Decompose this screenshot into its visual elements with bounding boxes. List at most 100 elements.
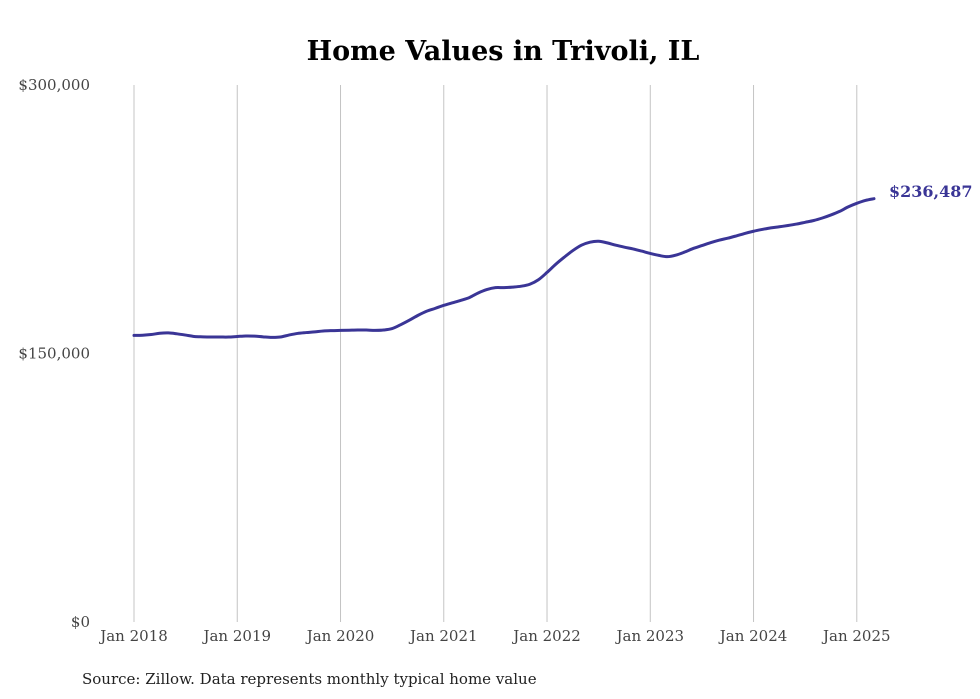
data-point bbox=[545, 270, 549, 274]
data-point bbox=[356, 328, 360, 332]
data-point bbox=[829, 213, 833, 217]
y-axis-tick-labels: $0 $150,000 $300,000 bbox=[18, 76, 90, 631]
data-point bbox=[468, 295, 472, 299]
data-point bbox=[227, 335, 231, 339]
data-point bbox=[235, 335, 239, 339]
data-point bbox=[683, 250, 687, 254]
data-point bbox=[665, 255, 669, 259]
data-point bbox=[657, 253, 661, 257]
data-point bbox=[777, 225, 781, 229]
series-layer bbox=[132, 197, 876, 339]
data-point bbox=[502, 286, 506, 290]
data-point bbox=[648, 251, 652, 255]
data-point bbox=[252, 334, 256, 338]
data-point bbox=[579, 243, 583, 247]
data-point bbox=[726, 236, 730, 240]
data-point bbox=[450, 301, 454, 305]
data-point bbox=[132, 333, 136, 337]
data-point bbox=[364, 328, 368, 332]
series-line bbox=[132, 197, 876, 339]
data-point bbox=[373, 328, 377, 332]
data-point bbox=[855, 201, 859, 205]
y-tick-label: $300,000 bbox=[18, 76, 90, 94]
data-point bbox=[166, 331, 170, 335]
data-point bbox=[407, 318, 411, 322]
data-point bbox=[459, 298, 463, 302]
data-point bbox=[760, 227, 764, 231]
data-point bbox=[493, 286, 497, 290]
x-tick-label: Jan 2022 bbox=[511, 627, 581, 645]
data-point bbox=[433, 306, 437, 310]
data-point bbox=[270, 335, 274, 339]
data-point bbox=[295, 331, 299, 335]
data-point bbox=[803, 220, 807, 224]
data-point bbox=[717, 238, 721, 242]
data-point bbox=[184, 333, 188, 337]
data-point bbox=[304, 331, 308, 335]
x-tick-label: Jan 2024 bbox=[718, 627, 788, 645]
data-point bbox=[597, 239, 601, 243]
data-point bbox=[425, 309, 429, 313]
data-point bbox=[192, 335, 196, 339]
x-axis-tick-labels: Jan 2018 Jan 2019 Jan 2020 Jan 2021 Jan 2022… bbox=[98, 627, 890, 645]
data-point bbox=[605, 241, 609, 245]
data-point bbox=[571, 249, 575, 253]
y-tick-label: $150,000 bbox=[18, 345, 90, 363]
data-point bbox=[175, 332, 179, 336]
y-tick-label: $0 bbox=[71, 613, 90, 631]
data-point bbox=[743, 231, 747, 235]
data-point bbox=[838, 209, 842, 213]
data-point bbox=[622, 245, 626, 249]
source-note: Source: Zillow. Data represents monthly … bbox=[82, 670, 537, 688]
data-point bbox=[149, 333, 153, 337]
data-point bbox=[846, 205, 850, 209]
data-point bbox=[614, 243, 618, 247]
vertical-gridlines bbox=[133, 85, 858, 622]
data-point bbox=[528, 282, 532, 286]
data-point bbox=[769, 226, 773, 230]
data-point bbox=[872, 197, 876, 201]
x-tick-label: Jan 2023 bbox=[614, 627, 684, 645]
data-point bbox=[218, 335, 222, 339]
data-point bbox=[339, 328, 343, 332]
data-point bbox=[795, 222, 799, 226]
data-point bbox=[382, 328, 386, 332]
x-tick-label: Jan 2021 bbox=[408, 627, 478, 645]
data-point bbox=[399, 323, 403, 327]
data-point bbox=[691, 246, 695, 250]
data-point bbox=[158, 331, 162, 335]
data-point bbox=[287, 333, 291, 337]
data-point bbox=[562, 255, 566, 259]
data-point bbox=[820, 216, 824, 220]
x-tick-label: Jan 2020 bbox=[305, 627, 375, 645]
data-point bbox=[141, 333, 145, 337]
data-point bbox=[786, 224, 790, 228]
data-point bbox=[812, 219, 816, 223]
chart-title: Home Values in Trivoli, IL bbox=[307, 36, 700, 67]
data-point bbox=[588, 240, 592, 244]
data-point bbox=[330, 329, 334, 333]
data-point bbox=[511, 285, 515, 289]
data-point bbox=[278, 335, 282, 339]
data-point bbox=[244, 334, 248, 338]
data-point bbox=[674, 253, 678, 257]
x-tick-label: Jan 2025 bbox=[821, 627, 891, 645]
x-tick-label: Jan 2019 bbox=[201, 627, 271, 645]
data-point bbox=[554, 262, 558, 266]
data-point bbox=[519, 284, 523, 288]
data-point bbox=[347, 328, 351, 332]
end-value-label: $236,487 bbox=[889, 182, 973, 201]
data-point bbox=[442, 303, 446, 307]
data-point bbox=[863, 198, 867, 202]
data-point bbox=[321, 329, 325, 333]
data-point bbox=[752, 229, 756, 233]
data-point bbox=[485, 288, 489, 292]
data-point bbox=[261, 335, 265, 339]
data-point bbox=[313, 330, 317, 334]
data-point bbox=[209, 335, 213, 339]
data-point bbox=[201, 335, 205, 339]
data-point bbox=[476, 291, 480, 295]
data-point bbox=[416, 313, 420, 317]
data-point bbox=[700, 244, 704, 248]
